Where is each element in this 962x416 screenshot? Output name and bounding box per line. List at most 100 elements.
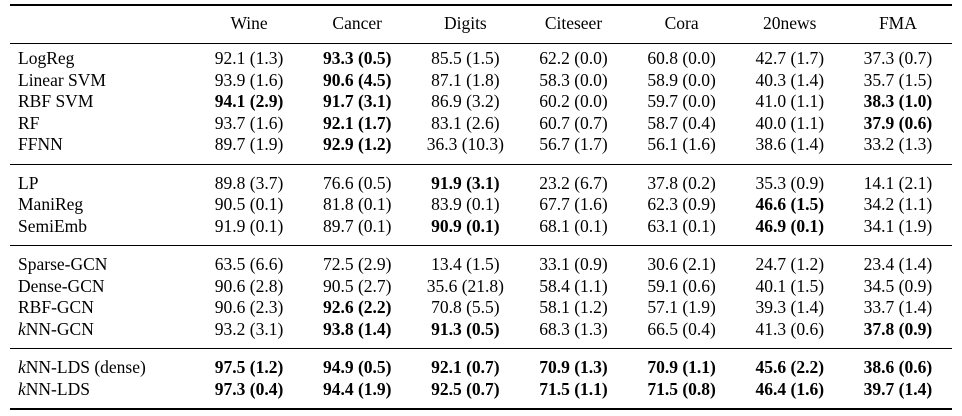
result-cell: 93.2 (3.1) [214, 318, 284, 339]
method-label: RBF-GCN [18, 297, 94, 317]
table-row: Linear SVM 93.9 (1.6) 90.6 (4.5) 87.1 (1.8)… [10, 70, 952, 92]
result-cell: 94.1 (2.9) [214, 91, 284, 111]
result-cell: 33.1 (0.9) [539, 254, 608, 274]
result-cell: 90.6 (2.3) [214, 297, 284, 317]
result-cell: 90.6 (2.8) [214, 275, 284, 296]
result-cell: 97.5 (1.2) [214, 357, 284, 377]
result-cell: 37.8 (0.9) [863, 318, 933, 339]
column-header-digits: Digits [443, 13, 487, 33]
table-row: kNN-GCN 93.2 (3.1) 93.8 (1.4) 91.3 (0.5) 68.… [10, 319, 952, 349]
result-cell: 93.7 (1.6) [214, 112, 284, 133]
result-cell: 62.2 (0.0) [539, 48, 608, 68]
result-cell: 66.5 (0.4) [647, 318, 716, 339]
result-cell: 24.7 (1.2) [755, 254, 825, 274]
table-row: LogReg 92.1 (1.3) 93.3 (0.5) 85.5 (1.5) 62.2… [10, 44, 952, 70]
result-cell: 70.9 (1.3) [539, 357, 608, 377]
method-label: Dense-GCN [18, 275, 105, 296]
method-label: Sparse-GCN [18, 254, 108, 274]
result-cell: 70.9 (1.1) [647, 357, 716, 377]
group-lds-methods: kNN-LDS (dense) 97.5 (1.2) 94.9 (0.5) 92.1 … [10, 348, 952, 410]
result-cell: 90.5 (2.7) [322, 275, 392, 296]
result-cell: 93.8 (1.4) [322, 318, 392, 339]
table-row: kNN-LDS 97.3 (0.4) 94.4 (1.9) 92.5 (0.7) 71.… [10, 379, 952, 410]
group-supervised-baselines: LogReg 92.1 (1.3) 93.3 (0.5) 85.5 (1.5) 62.2… [10, 43, 952, 165]
result-cell: 30.6 (2.1) [647, 254, 716, 274]
result-cell: 38.6 (1.4) [755, 134, 825, 154]
method-label: SemiEmb [18, 215, 88, 236]
result-cell: 83.1 (2.6) [431, 112, 500, 133]
result-cell: 45.6 (2.2) [755, 357, 825, 377]
table-row: FFNN 89.7 (1.9) 92.9 (1.2) 36.3 (10.3) 56.7 … [10, 134, 952, 164]
method-label: kNN-GCN [18, 318, 94, 339]
result-cell: 13.4 (1.5) [431, 254, 500, 274]
result-cell: 72.5 (2.9) [322, 254, 392, 274]
method-label: ManiReg [18, 194, 84, 214]
result-cell: 90.6 (4.5) [322, 69, 392, 90]
result-cell: 89.8 (3.7) [214, 172, 284, 193]
method-label: kNN-LDS [18, 378, 90, 399]
table-row: RBF SVM 94.1 (2.9) 91.7 (3.1) 86.9 (3.2) 60.… [10, 91, 952, 113]
table-row: Dense-GCN 90.6 (2.8) 90.5 (2.7) 35.6 (21.8)… [10, 276, 952, 298]
result-cell: 58.1 (1.2) [539, 297, 608, 317]
group-semi-supervised-baselines: LP 89.8 (3.7) 76.6 (0.5) 91.9 (3.1) 23.2 (6.… [10, 164, 952, 246]
result-cell: 58.4 (1.1) [539, 275, 608, 296]
result-cell: 90.9 (0.1) [431, 215, 500, 236]
result-cell: 23.4 (1.4) [863, 254, 933, 274]
corner-cell [10, 5, 195, 44]
result-cell: 40.3 (1.4) [755, 69, 825, 90]
method-label: kNN-LDS (dense) [18, 357, 146, 377]
result-cell: 60.2 (0.0) [539, 91, 608, 111]
result-cell: 41.0 (1.1) [755, 91, 825, 111]
method-label: RBF SVM [18, 91, 94, 111]
result-cell: 94.4 (1.9) [322, 378, 392, 399]
result-cell: 68.1 (0.1) [539, 215, 608, 236]
result-cell: 94.9 (0.5) [322, 357, 392, 377]
result-cell: 91.9 (0.1) [214, 215, 284, 236]
result-cell: 90.5 (0.1) [214, 194, 284, 214]
column-header-wine: Wine [230, 13, 268, 33]
result-cell: 60.7 (0.7) [539, 112, 608, 133]
column-header-cora: Cora [664, 13, 699, 33]
result-cell: 23.2 (6.7) [539, 172, 608, 193]
result-cell: 91.7 (3.1) [322, 91, 392, 111]
result-cell: 14.1 (2.1) [863, 172, 933, 193]
group-gcn-baselines: Sparse-GCN 63.5 (6.6) 72.5 (2.9) 13.4 (1.5)… [10, 245, 952, 349]
result-cell: 58.9 (0.0) [647, 69, 716, 90]
result-cell: 57.1 (1.9) [647, 297, 716, 317]
result-cell: 71.5 (0.8) [647, 378, 716, 399]
method-label: FFNN [18, 134, 63, 154]
result-cell: 40.0 (1.1) [755, 112, 825, 133]
result-cell: 34.5 (0.9) [863, 275, 933, 296]
result-cell: 93.3 (0.5) [322, 48, 392, 68]
result-cell: 91.9 (3.1) [431, 172, 500, 193]
result-cell: 35.6 (21.8) [426, 275, 504, 296]
result-cell: 33.7 (1.4) [863, 297, 933, 317]
result-cell: 38.3 (1.0) [863, 91, 933, 111]
header-row: Wine Cancer Digits Citeseer Cora 20news FMA [10, 5, 952, 44]
result-cell: 93.9 (1.6) [214, 69, 284, 90]
method-label: Linear SVM [18, 69, 106, 90]
result-cell: 58.3 (0.0) [539, 69, 608, 90]
result-cell: 92.6 (2.2) [322, 297, 392, 317]
result-cell: 35.3 (0.9) [755, 172, 825, 193]
method-label: RF [18, 112, 40, 133]
column-header-citeseer: Citeseer [544, 13, 603, 33]
result-cell: 89.7 (0.1) [322, 215, 392, 236]
result-cell: 58.7 (0.4) [647, 112, 716, 133]
result-cell: 67.7 (1.6) [539, 194, 608, 214]
result-cell: 33.2 (1.3) [863, 134, 933, 154]
result-cell: 37.9 (0.6) [863, 112, 933, 133]
method-label: LogReg [18, 48, 75, 68]
result-cell: 37.3 (0.7) [863, 48, 933, 68]
result-cell: 87.1 (1.8) [431, 69, 500, 90]
result-cell: 92.9 (1.2) [322, 134, 392, 154]
result-cell: 56.1 (1.6) [647, 134, 716, 154]
column-header-20news: 20news [763, 13, 817, 33]
result-cell: 92.1 (1.7) [322, 112, 392, 133]
table-row: RBF-GCN 90.6 (2.3) 92.6 (2.2) 70.8 (5.5) 58.… [10, 297, 952, 319]
table-row: Sparse-GCN 63.5 (6.6) 72.5 (2.9) 13.4 (1.5)… [10, 246, 952, 276]
table-row: SemiEmb 91.9 (0.1) 89.7 (0.1) 90.9 (0.1) 68.… [10, 216, 952, 246]
result-cell: 38.6 (0.6) [863, 357, 933, 377]
result-cell: 91.3 (0.5) [431, 318, 500, 339]
